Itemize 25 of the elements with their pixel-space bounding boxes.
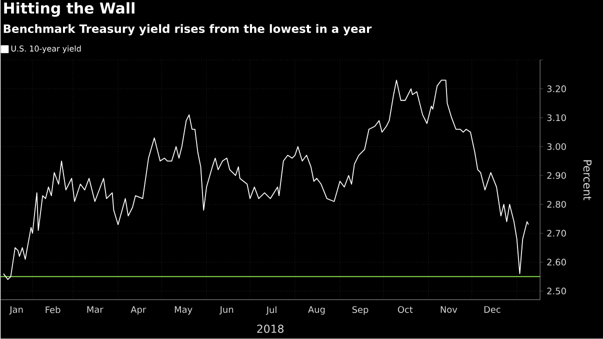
x-tick-label: Oct	[398, 306, 413, 314]
y-tick-label: 3.00	[547, 143, 566, 150]
chart-title: Hitting the Wall	[4, 2, 134, 17]
y-axis-title: Percent	[583, 160, 592, 200]
x-tick-label: Dec	[484, 306, 500, 314]
y-tick-label: 2.90	[547, 172, 566, 180]
x-tick-label: Sep	[352, 306, 368, 315]
y-tick-label: 2.50	[547, 288, 566, 295]
x-tick-label: Jun	[219, 306, 234, 315]
x-tick-label: Feb	[46, 306, 60, 314]
chart-subtitle: Benchmark Treasury yield rises from the lowest in a year	[4, 24, 372, 36]
x-tick-label: Apr	[130, 306, 146, 315]
y-tick-label: 2.80	[547, 201, 566, 208]
x-tick-label: Jul	[266, 306, 276, 315]
x-tick-label: Aug	[308, 306, 325, 315]
x-tick-label: May	[174, 306, 192, 315]
y-tick-label: 2.70	[547, 230, 566, 237]
x-axis-title: 2018	[257, 324, 284, 334]
x-tick-label: Jan	[9, 306, 23, 315]
x-tick-label: Nov	[440, 306, 458, 314]
y-tick-label: 2.60	[547, 258, 566, 266]
y-tick-label: 3.20	[547, 86, 566, 92]
line-series	[3, 80, 529, 280]
y-tick-label: 3.10	[547, 114, 566, 122]
x-tick-label: Mar	[87, 306, 104, 314]
